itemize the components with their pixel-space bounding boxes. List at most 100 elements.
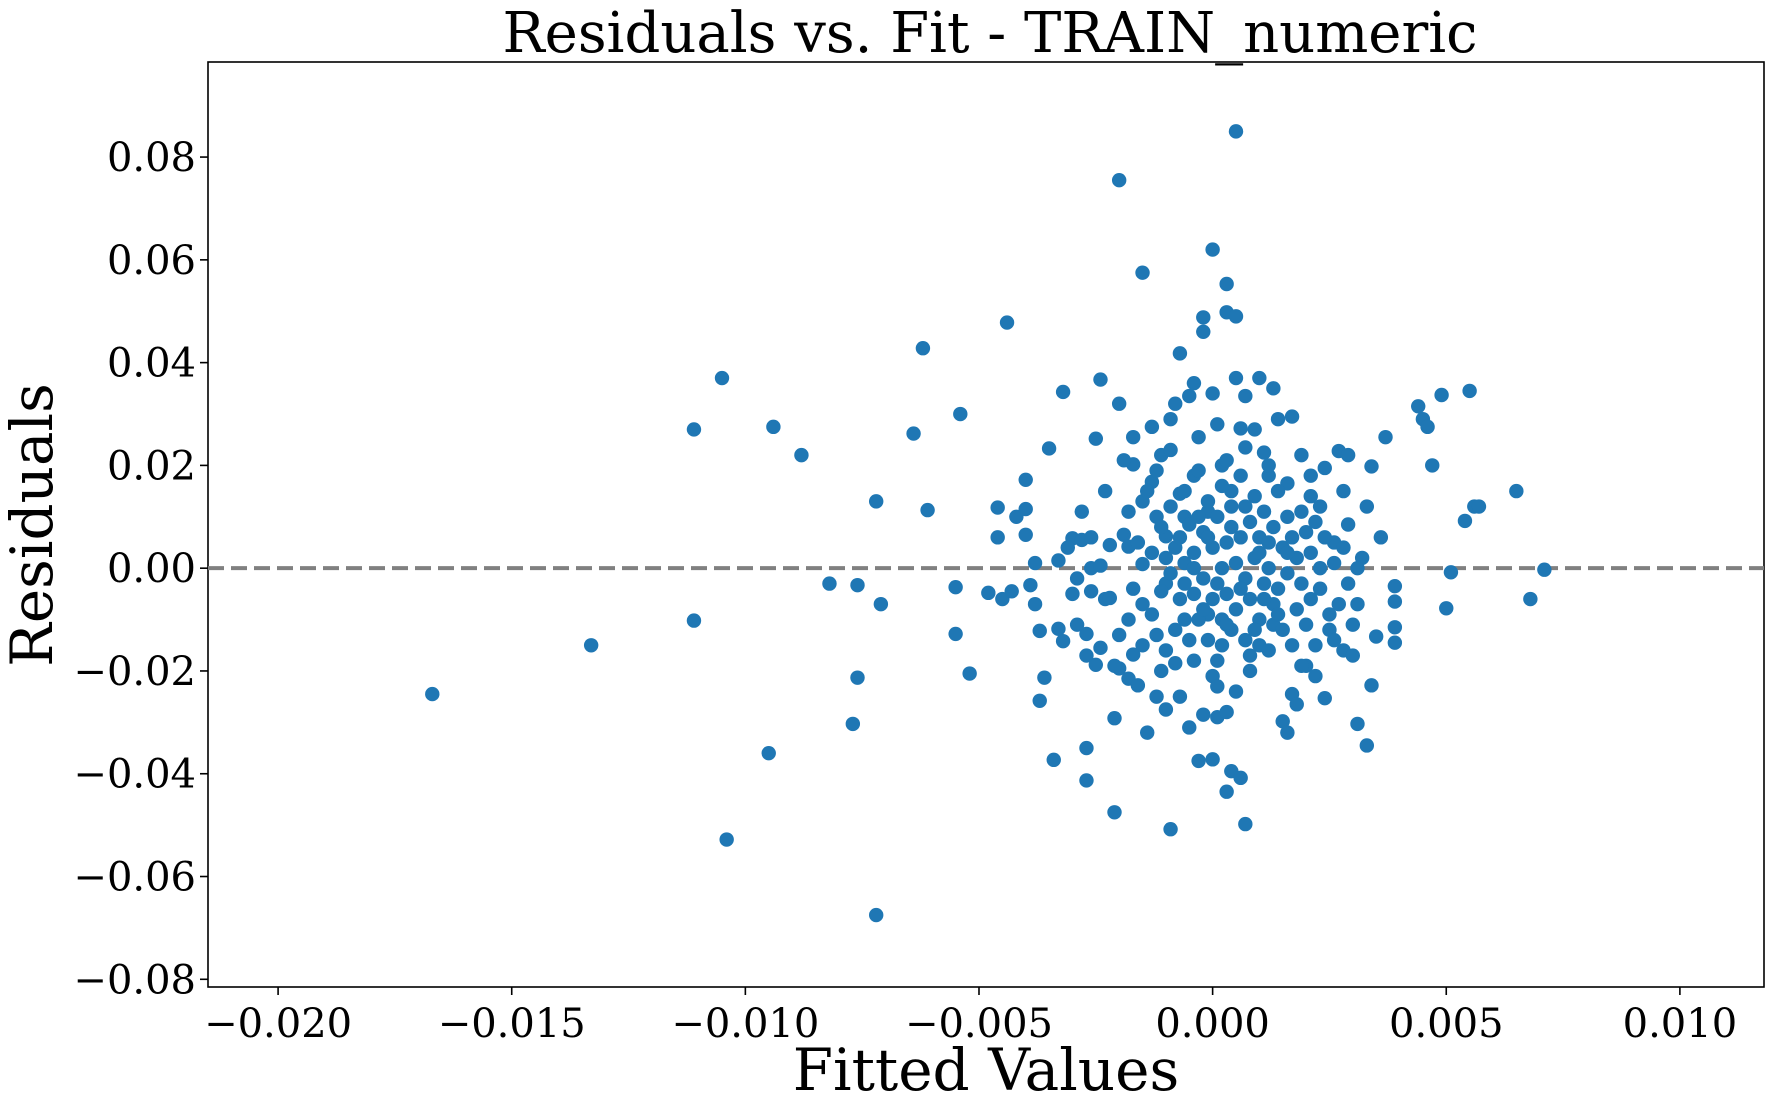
scatter-point: [1065, 586, 1080, 602]
scatter-point: [1238, 499, 1253, 514]
scatter-point: [1275, 622, 1290, 638]
x-tick-label: −0.010: [671, 1001, 819, 1047]
scatter-point: [1228, 309, 1244, 324]
scatter-point: [1317, 690, 1332, 706]
scatter-point: [1270, 483, 1286, 499]
scatter-point: [1149, 463, 1164, 478]
scatter-point: [1242, 663, 1258, 679]
scatter-point: [1177, 483, 1192, 499]
scatter-point: [1200, 530, 1216, 545]
scatter-point: [1280, 725, 1295, 740]
scatter-point: [990, 500, 1005, 515]
scatter-point: [1018, 527, 1033, 542]
scatter-point: [1196, 571, 1211, 586]
scatter-point: [1303, 468, 1318, 483]
scatter-point: [1163, 566, 1178, 581]
scatter-point: [1368, 629, 1384, 644]
scatter-point: [1233, 530, 1248, 545]
scatter-point: [1331, 596, 1346, 612]
scatter-point: [1228, 370, 1244, 386]
scatter-point: [1523, 591, 1538, 607]
scatter-point: [1125, 581, 1141, 596]
scatter-point: [1140, 725, 1155, 740]
scatter-point: [1242, 514, 1258, 530]
scatter-point: [1256, 591, 1272, 607]
scatter-point: [873, 596, 889, 612]
scatter-point: [1191, 429, 1206, 445]
scatter-point: [1303, 489, 1318, 504]
x-tick-label: 0.005: [1389, 1001, 1504, 1047]
scatter-point: [1210, 576, 1225, 591]
scatter-point: [1247, 422, 1262, 437]
scatter-point: [1219, 535, 1234, 550]
scatter-point: [1079, 740, 1094, 756]
scatter-point: [1172, 689, 1188, 704]
scatter-point: [1238, 632, 1253, 648]
scatter-point: [1233, 581, 1248, 596]
scatter-point: [1238, 440, 1253, 455]
scatter-point: [948, 626, 963, 642]
scatter-point: [1294, 504, 1309, 519]
y-tick-label: −0.02: [73, 649, 196, 695]
scatter-point: [1111, 627, 1127, 643]
scatter-point: [1163, 442, 1178, 458]
scatter-point: [1023, 577, 1038, 593]
scatter-point: [761, 745, 776, 761]
scatter-point: [1270, 411, 1286, 427]
scatter-point: [1322, 607, 1337, 622]
scatter-point: [1051, 621, 1066, 637]
scatter-point: [1097, 483, 1113, 499]
scatter-point: [981, 585, 996, 601]
scatter-point: [1224, 519, 1239, 535]
x-axis-label: Fitted Values: [793, 1036, 1179, 1104]
scatter-point: [1219, 617, 1234, 632]
scatter-point: [1111, 396, 1127, 411]
y-tick-label: −0.04: [73, 752, 196, 798]
scatter-point: [1280, 509, 1295, 524]
scatter-point: [1130, 678, 1146, 693]
scatter-point: [1317, 530, 1332, 545]
scatter-point: [1224, 499, 1239, 514]
scatter-point: [850, 670, 865, 685]
scatter-point: [1069, 617, 1085, 632]
scatter-point: [1219, 784, 1234, 799]
scatter-point: [1509, 483, 1524, 499]
scatter-point: [1308, 638, 1323, 653]
scatter-point: [1298, 525, 1314, 540]
scatter-point: [1168, 622, 1183, 638]
scatter-point: [1154, 584, 1169, 599]
scatter-point: [1186, 586, 1202, 602]
x-tick-label: −0.015: [438, 1001, 586, 1047]
scatter-point: [915, 341, 931, 356]
scatter-point: [1135, 556, 1150, 572]
scatter-point: [1266, 519, 1281, 535]
scatter-point: [1317, 460, 1332, 476]
scatter-point: [1205, 752, 1220, 767]
scatter-point: [1439, 601, 1454, 616]
scatter-point: [1238, 816, 1253, 832]
scatter-point: [1350, 596, 1365, 612]
scatter-point: [1280, 545, 1295, 560]
scatter-point: [990, 530, 1005, 545]
scatter-point: [1284, 638, 1300, 653]
scatter-point: [1238, 388, 1253, 404]
scatter-point: [1158, 643, 1174, 658]
scatter-point: [1074, 504, 1089, 519]
scatter-point: [1298, 617, 1314, 632]
scatter-point: [1233, 770, 1248, 786]
scatter-point: [1046, 752, 1061, 768]
scatter-point: [794, 447, 809, 463]
scatter-point: [1121, 504, 1136, 519]
scatter-point: [845, 716, 861, 732]
x-tick-label: 0.010: [1623, 1001, 1738, 1047]
scatter-point: [1186, 375, 1202, 391]
scatter-point: [1083, 530, 1099, 545]
scatter-point: [1247, 489, 1262, 504]
scatter-point: [1210, 417, 1225, 432]
scatter-point: [1336, 483, 1351, 499]
scatter-point: [766, 419, 781, 435]
scatter-point: [1210, 679, 1225, 694]
scatter-point: [1457, 513, 1473, 529]
scatter-point: [583, 638, 599, 653]
